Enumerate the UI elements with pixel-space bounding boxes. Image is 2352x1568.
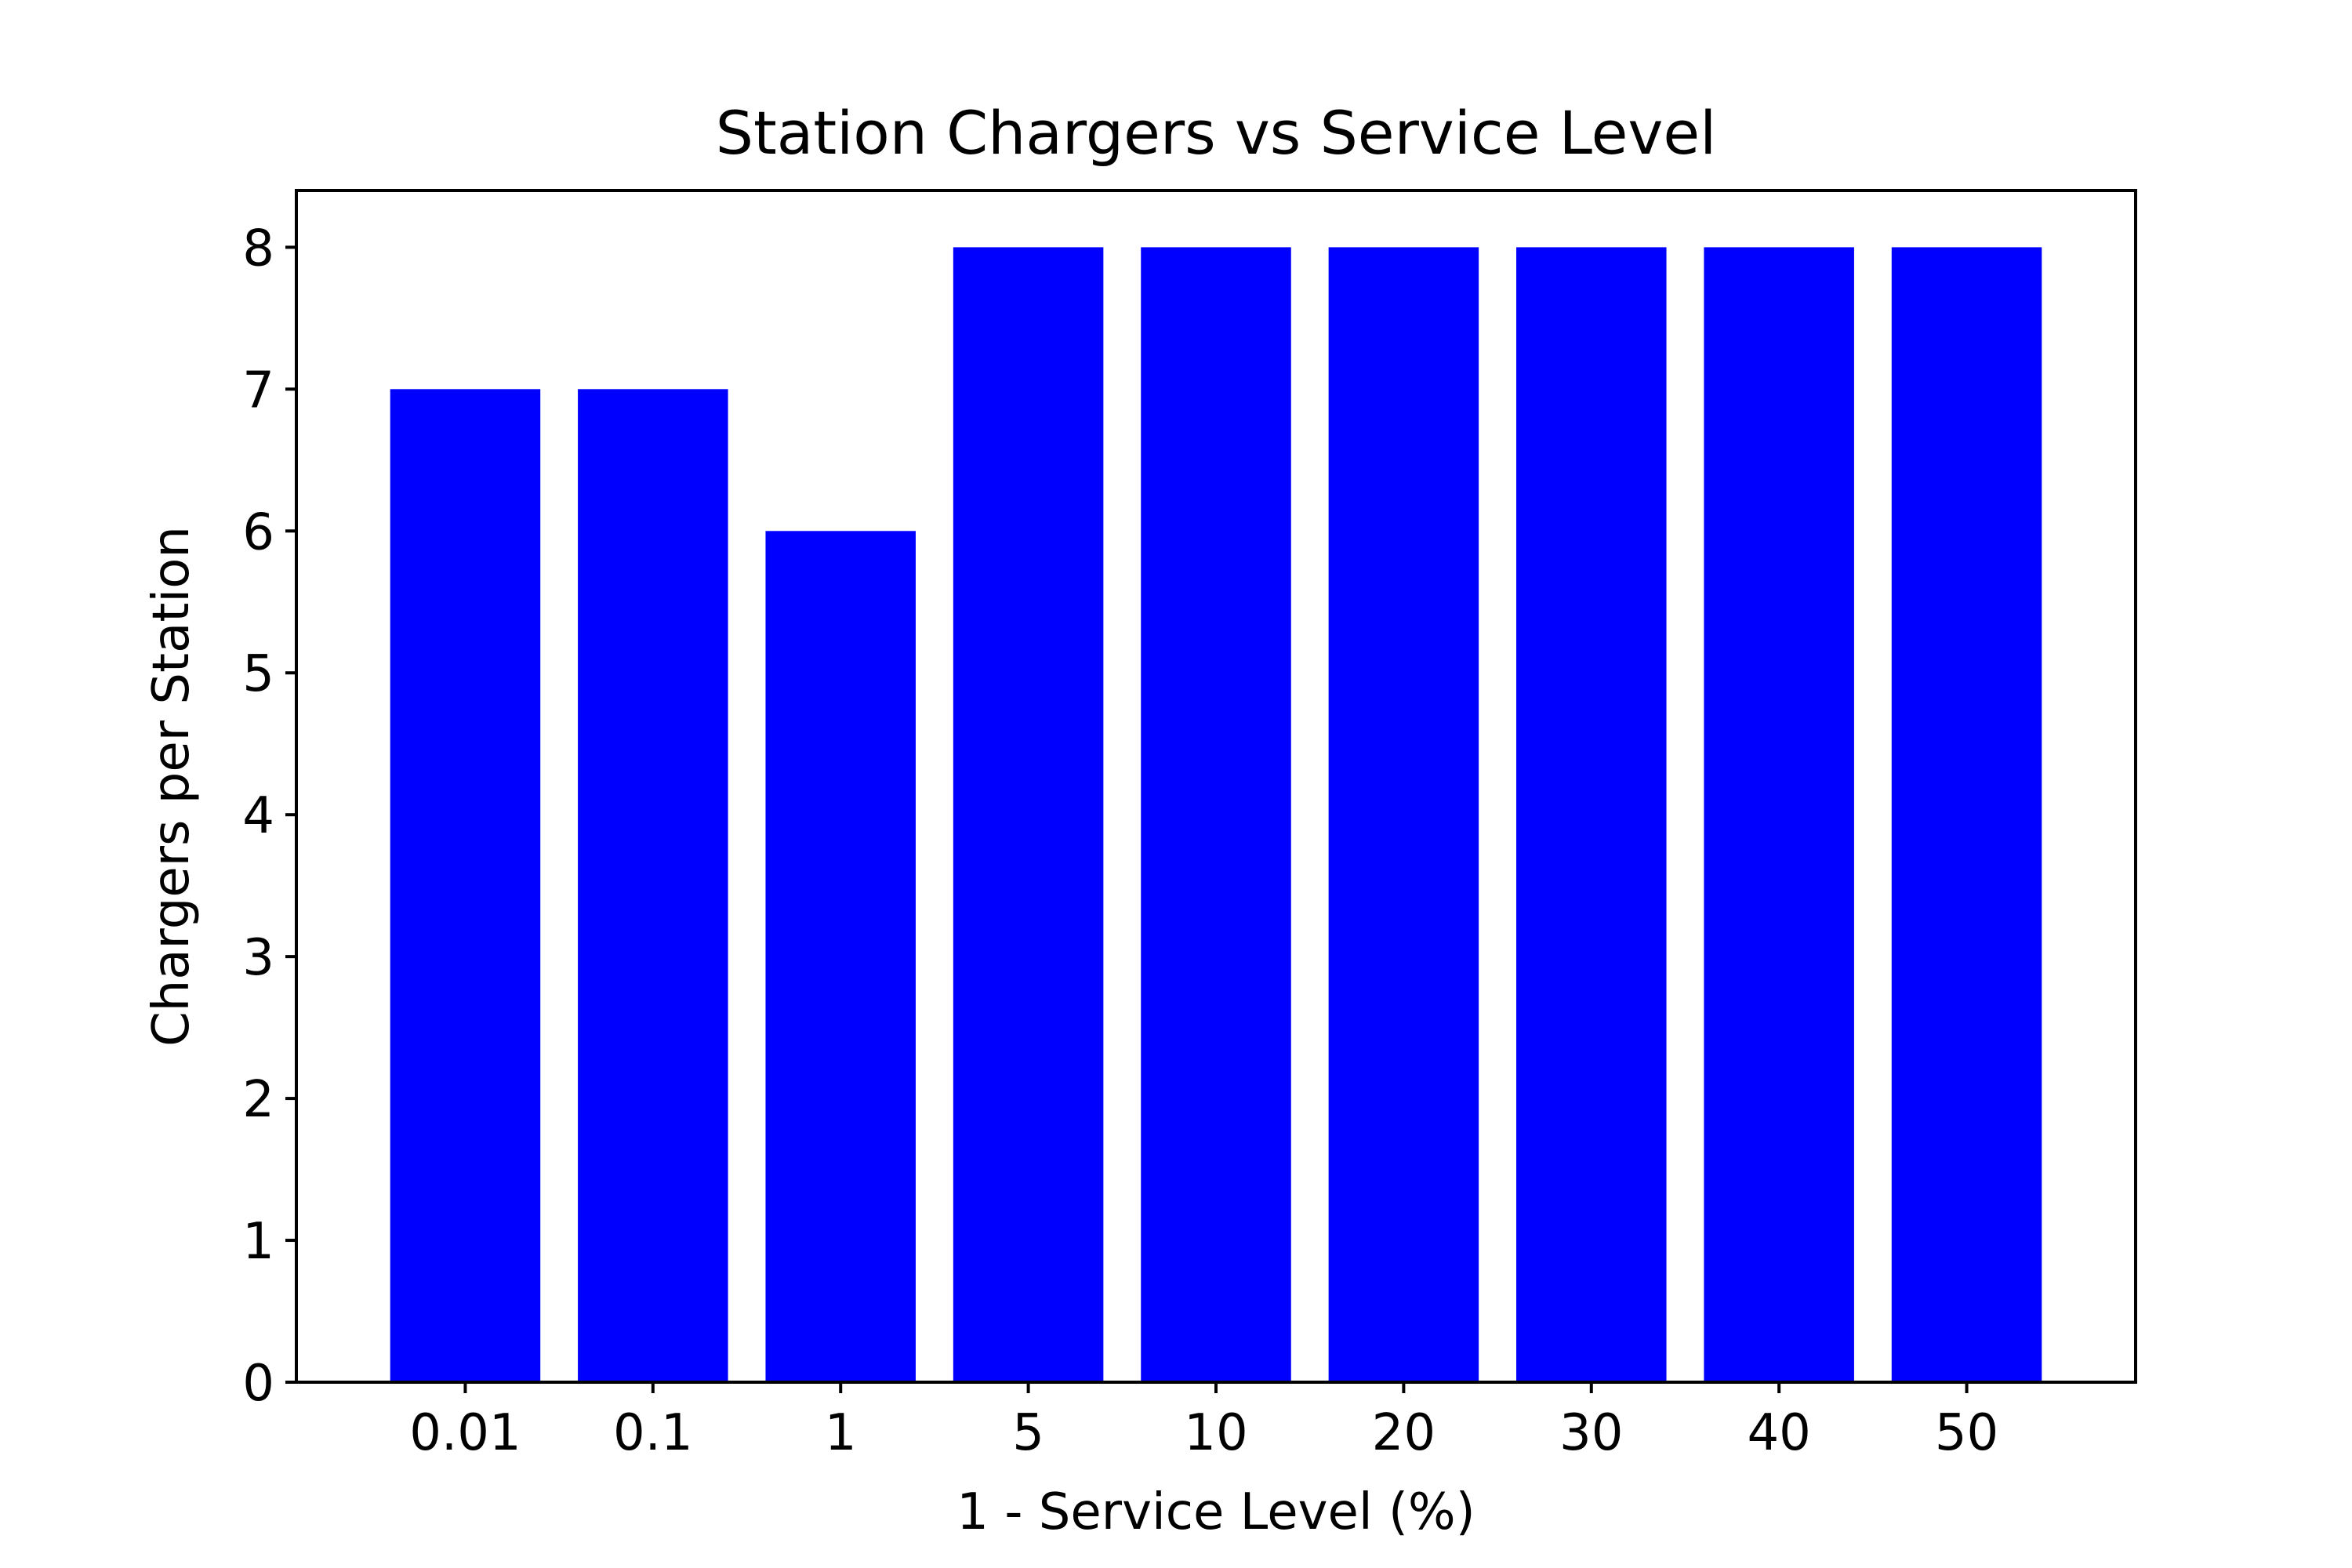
bars-layer (390, 247, 2042, 1383)
bar-5 (953, 247, 1104, 1382)
x-tick-label: 50 (1935, 1404, 1998, 1462)
bar-10 (1141, 247, 1291, 1382)
y-tick-label: 6 (242, 503, 274, 561)
y-tick-label: 0 (242, 1355, 274, 1413)
x-axis-label: 1 - Service Level (%) (956, 1483, 1475, 1541)
bar-0.1 (578, 389, 728, 1382)
x-tick-label: 0.01 (409, 1404, 521, 1462)
bar-50 (1891, 247, 2042, 1382)
bar-20 (1328, 247, 1479, 1382)
bar-30 (1516, 247, 1667, 1382)
y-tick-label: 2 (242, 1071, 274, 1129)
y-tick-label: 7 (242, 361, 274, 419)
bar-40 (1704, 247, 1854, 1382)
x-tick-label: 5 (1012, 1404, 1044, 1462)
ticks-layer: 0.01 0.1 1 5 10 20 30 40 50 0 1 2 3 4 5 6 7 8 (242, 220, 1998, 1462)
y-tick-label: 4 (242, 787, 274, 845)
y-tick-label: 8 (242, 220, 274, 278)
y-tick-label: 1 (242, 1213, 274, 1271)
y-tick-label: 3 (242, 929, 274, 987)
x-tick-label: 20 (1372, 1404, 1436, 1462)
bar-1 (765, 531, 916, 1383)
bar-0.01 (390, 389, 541, 1382)
x-tick-label: 1 (825, 1404, 857, 1462)
chart-title: Station Chargers vs Service Level (716, 98, 1716, 168)
y-tick-label: 5 (242, 645, 274, 703)
x-tick-label: 10 (1184, 1404, 1247, 1462)
x-tick-label: 40 (1747, 1404, 1810, 1462)
x-tick-label: 30 (1559, 1404, 1623, 1462)
plot-frame (295, 189, 2137, 1384)
x-tick-label: 0.1 (613, 1404, 693, 1462)
y-axis-label: Chargers per Station (143, 526, 201, 1047)
